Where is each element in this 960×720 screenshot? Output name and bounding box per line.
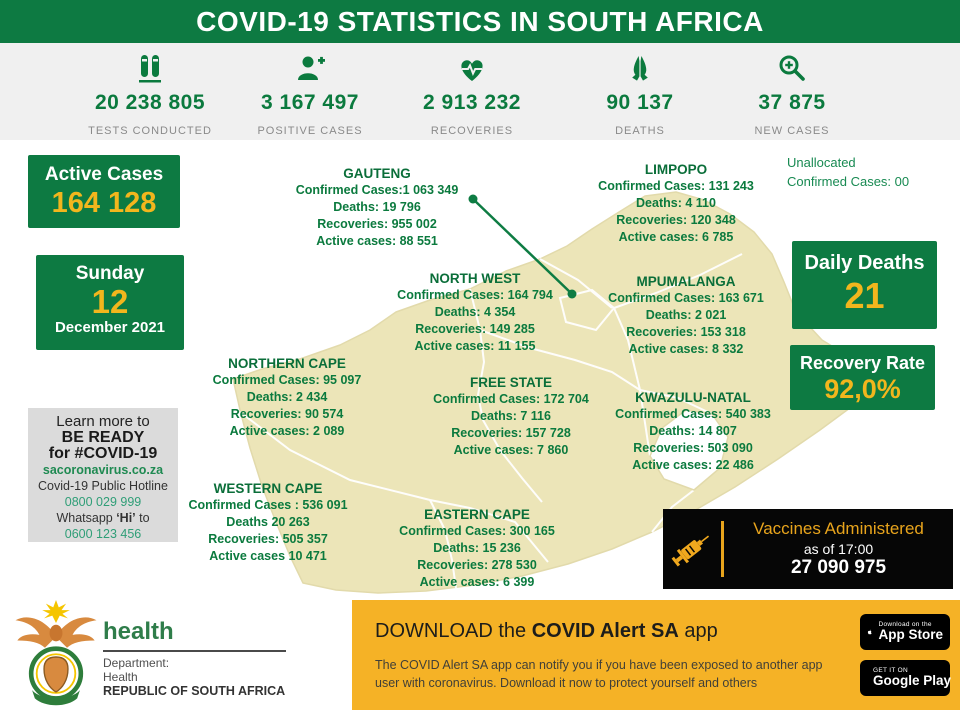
province-northern-cape: NORTHERN CAPE Confirmed Cases: 95 097 De… bbox=[172, 355, 402, 440]
province-north-west: NORTH WEST Confirmed Cases: 164 794 Deat… bbox=[360, 270, 590, 355]
stat-label: RECOVERIES bbox=[430, 125, 514, 137]
page-title: COVID-19 STATISTICS IN SOUTH AFRICA bbox=[196, 5, 764, 37]
whatsapp-line: Whatsapp ‘Hi’ to bbox=[56, 511, 150, 525]
stat-positive: 3 167 497 POSITIVE CASES bbox=[230, 51, 390, 137]
syringe-icon bbox=[663, 525, 721, 573]
app-banner-headline: DOWNLOAD the COVID Alert SA app bbox=[375, 620, 718, 642]
wordmark-rule bbox=[103, 650, 286, 652]
recovery-rate-box: Recovery Rate 92,0% bbox=[790, 345, 935, 410]
daily-deaths-box: Daily Deaths 21 bbox=[792, 241, 937, 329]
stat-recoveries: 2 913 232 RECOVERIES bbox=[392, 51, 552, 137]
app-banner-body: The COVID Alert SA app can notify you if… bbox=[375, 658, 823, 690]
app-banner: DOWNLOAD the COVID Alert SA app The COVI… bbox=[352, 600, 960, 710]
header-bar: COVID-19 STATISTICS IN SOUTH AFRICA bbox=[0, 0, 960, 43]
daily-deaths-label: Daily Deaths bbox=[804, 252, 925, 274]
learn-line2: BE READY bbox=[61, 429, 145, 446]
stat-value: 90 137 bbox=[606, 91, 674, 114]
stat-label: TESTS CONDUCTED bbox=[88, 125, 212, 137]
stat-tests: 20 238 805 TESTS CONDUCTED bbox=[70, 51, 230, 137]
stat-value: 3 167 497 bbox=[261, 91, 359, 114]
stat-label: NEW CASES bbox=[754, 125, 830, 137]
stat-value: 37 875 bbox=[758, 91, 826, 114]
stat-value: 20 238 805 bbox=[94, 91, 206, 114]
province-eastern-cape: EASTERN CAPE Confirmed Cases: 300 165 De… bbox=[362, 506, 592, 591]
hotline-label: Covid-19 Public Hotline bbox=[38, 479, 168, 493]
sacoronavirus-link[interactable]: sacoronavirus.co.za bbox=[42, 463, 164, 477]
date-month-year: December 2021 bbox=[54, 319, 166, 336]
learn-line3: for #COVID-19 bbox=[48, 445, 158, 462]
praying-hands-icon bbox=[560, 51, 720, 87]
stat-new-cases: 37 875 NEW CASES bbox=[712, 51, 872, 137]
vaccines-asof: as of 17:00 bbox=[803, 541, 874, 557]
test-tubes-icon bbox=[70, 51, 230, 87]
province-name: NORTH WEST bbox=[429, 271, 521, 286]
stat-label: DEATHS bbox=[615, 125, 665, 137]
recovery-rate-value: 92,0% bbox=[824, 374, 901, 404]
province-name: EASTERN CAPE bbox=[424, 507, 530, 522]
province-name: KWAZULU-NATAL bbox=[635, 390, 751, 405]
vaccines-title: Vaccines Administered bbox=[753, 519, 924, 538]
vaccines-value: 27 090 975 bbox=[790, 557, 887, 578]
province-name: NORTHERN CAPE bbox=[228, 356, 346, 371]
daily-deaths-value: 21 bbox=[844, 275, 885, 316]
recovery-rate-label: Recovery Rate bbox=[799, 353, 926, 373]
province-mpumalanga: MPUMALANGA Confirmed Cases: 163 671 Deat… bbox=[571, 273, 801, 358]
hotline-number[interactable]: 0800 029 999 bbox=[64, 495, 142, 509]
date-number: 12 bbox=[91, 283, 129, 320]
active-cases-value: 164 128 bbox=[51, 187, 157, 219]
app-store-badge[interactable]: Download on the App Store bbox=[860, 614, 950, 650]
province-name: GAUTENG bbox=[343, 166, 411, 181]
active-cases-box: Active Cases 164 128 bbox=[28, 155, 180, 228]
stats-band: 20 238 805 TESTS CONDUCTED 3 167 497 POS… bbox=[0, 43, 960, 140]
department-text: Department: Health REPUBLIC OF SOUTH AFR… bbox=[103, 656, 286, 698]
heart-pulse-icon bbox=[392, 51, 552, 87]
date-day: Sunday bbox=[75, 263, 145, 284]
apple-icon bbox=[867, 629, 872, 635]
vaccines-box: Vaccines Administered as of 17:00 27 090… bbox=[663, 509, 953, 589]
learn-line1: Learn more to bbox=[56, 413, 150, 430]
province-kwazulu-natal: KWAZULU-NATAL Confirmed Cases: 540 383 D… bbox=[578, 389, 808, 474]
province-name: MPUMALANGA bbox=[636, 274, 736, 289]
coat-of-arms bbox=[15, 599, 97, 706]
whatsapp-number[interactable]: 0600 123 456 bbox=[64, 527, 142, 541]
active-cases-label: Active Cases bbox=[44, 164, 164, 185]
province-gauteng: GAUTENG Confirmed Cases:1 063 349 Deaths… bbox=[262, 165, 492, 250]
learn-more-box: Learn more to BE READY for #COVID-19 sac… bbox=[28, 408, 178, 542]
date-box: Sunday 12 December 2021 bbox=[36, 255, 184, 350]
unallocated-note: Unallocated Confirmed Cases: 00 bbox=[787, 155, 910, 189]
stat-deaths: 90 137 DEATHS bbox=[560, 51, 720, 137]
province-name: WESTERN CAPE bbox=[213, 481, 323, 496]
province-western-cape: WESTERN CAPE Confirmed Cases : 536 091 D… bbox=[153, 480, 383, 565]
magnifier-plus-icon bbox=[712, 51, 872, 87]
stat-value: 2 913 232 bbox=[423, 91, 521, 114]
google-play-badge[interactable]: GET IT ON Google Play bbox=[860, 660, 951, 696]
health-wordmark: health bbox=[103, 618, 174, 645]
province-limpopo: LIMPOPO Confirmed Cases: 131 243 Deaths:… bbox=[561, 161, 791, 246]
stat-label: POSITIVE CASES bbox=[257, 125, 363, 137]
person-plus-icon bbox=[230, 51, 390, 87]
province-name: LIMPOPO bbox=[644, 162, 708, 177]
